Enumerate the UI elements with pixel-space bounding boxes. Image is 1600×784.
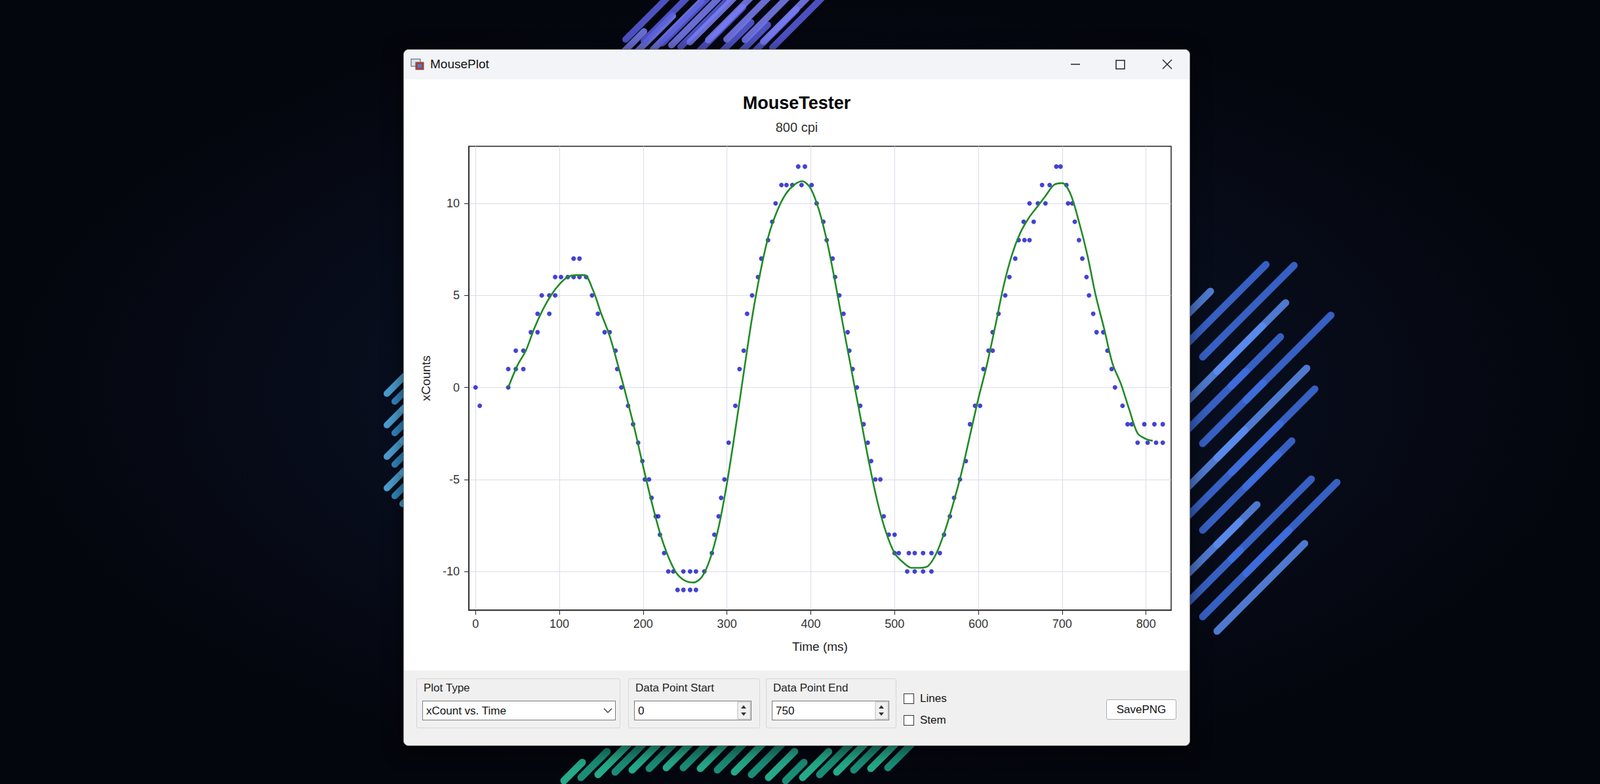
svg-text:600: 600 xyxy=(968,617,989,631)
svg-text:700: 700 xyxy=(1052,617,1073,631)
svg-text:Time (ms): Time (ms) xyxy=(792,639,848,654)
html-text:xCount vs. Time: xCount vs. Time xyxy=(426,704,507,717)
html-text:0: 0 xyxy=(638,704,645,717)
html-text:SavePNG: SavePNG xyxy=(1116,702,1167,716)
svg-text:5: 5 xyxy=(453,288,460,302)
html-text:Stem: Stem xyxy=(920,713,947,726)
svg-text:500: 500 xyxy=(884,617,905,631)
svg-text:-5: -5 xyxy=(449,472,460,486)
svg-text:0: 0 xyxy=(472,617,479,631)
svg-text:300: 300 xyxy=(717,617,738,631)
svg-text:800 cpi: 800 cpi xyxy=(775,120,819,135)
svg-text:0: 0 xyxy=(453,380,460,395)
svg-text:MouseTester: MouseTester xyxy=(742,93,852,113)
html-text:Data Point Start: Data Point Start xyxy=(635,681,715,694)
svg-text:100: 100 xyxy=(549,617,570,631)
html-text:750: 750 xyxy=(775,704,795,717)
svg-text:10: 10 xyxy=(446,196,460,210)
svg-text:400: 400 xyxy=(800,617,821,631)
svg-text:xCounts: xCounts xyxy=(419,355,433,402)
svg-text:200: 200 xyxy=(633,617,654,631)
html-text:Plot Type: Plot Type xyxy=(423,681,470,694)
html-text:Data Point End: Data Point End xyxy=(773,681,849,694)
svg-text:-10: -10 xyxy=(442,564,460,578)
svg-text:800: 800 xyxy=(1136,617,1157,631)
html-text:MousePlot: MousePlot xyxy=(430,57,490,71)
html-text:Lines: Lines xyxy=(920,691,947,705)
